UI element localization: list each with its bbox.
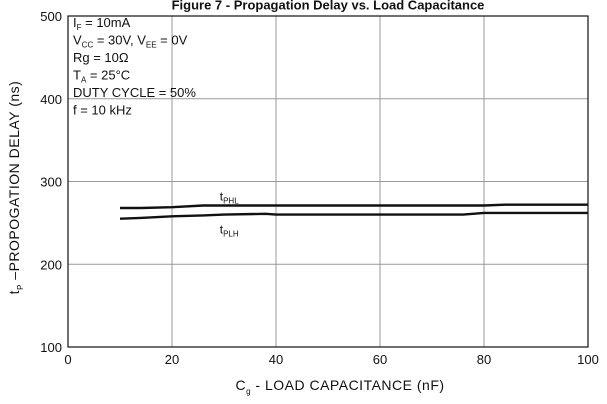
condition-line: TA = 25°C <box>73 68 130 85</box>
series-line-plh <box>119 211 588 220</box>
grid-lines <box>68 16 588 347</box>
y-axis-ticks: 100 200 300 400 500 <box>40 9 62 355</box>
plot-frame <box>67 15 589 348</box>
y-tick-label: 400 <box>40 92 62 107</box>
y-tick-label: 300 <box>40 175 62 190</box>
x-tick-label: 60 <box>373 352 387 367</box>
series-layer: tPHL tPLH <box>119 189 588 239</box>
x-axis-ticks: 0 20 40 60 80 100 <box>64 352 598 367</box>
x-tick-label: 0 <box>64 352 71 367</box>
y-tick-label: 100 <box>40 340 62 355</box>
x-tick-label: 100 <box>577 352 599 367</box>
x-tick-label: 40 <box>269 352 283 367</box>
series-label-plh: tPLH <box>220 223 239 239</box>
condition-line: f = 10 kHz <box>73 103 132 118</box>
condition-line: VCC = 30V, VEE = 0V <box>73 33 188 50</box>
series-line-phl <box>120 203 588 210</box>
y-tick-label: 500 <box>40 9 62 24</box>
chart-title: Figure 7 - Propagation Delay vs. Load Ca… <box>172 0 485 13</box>
condition-line: DUTY CYCLE = 50% <box>73 85 196 100</box>
series-label-phl: tPHL <box>220 189 239 205</box>
condition-line: IF = 10mA <box>73 15 131 32</box>
x-tick-label: 80 <box>477 352 491 367</box>
x-axis-label: Cg - LOAD CAPACITANCE (nF) <box>235 377 444 396</box>
y-tick-label: 200 <box>40 257 62 272</box>
condition-line: Rg = 10Ω <box>73 50 129 65</box>
x-tick-label: 20 <box>165 352 179 367</box>
y-axis-label: tP –PROPOGATION DELAY (ns) <box>6 81 25 295</box>
